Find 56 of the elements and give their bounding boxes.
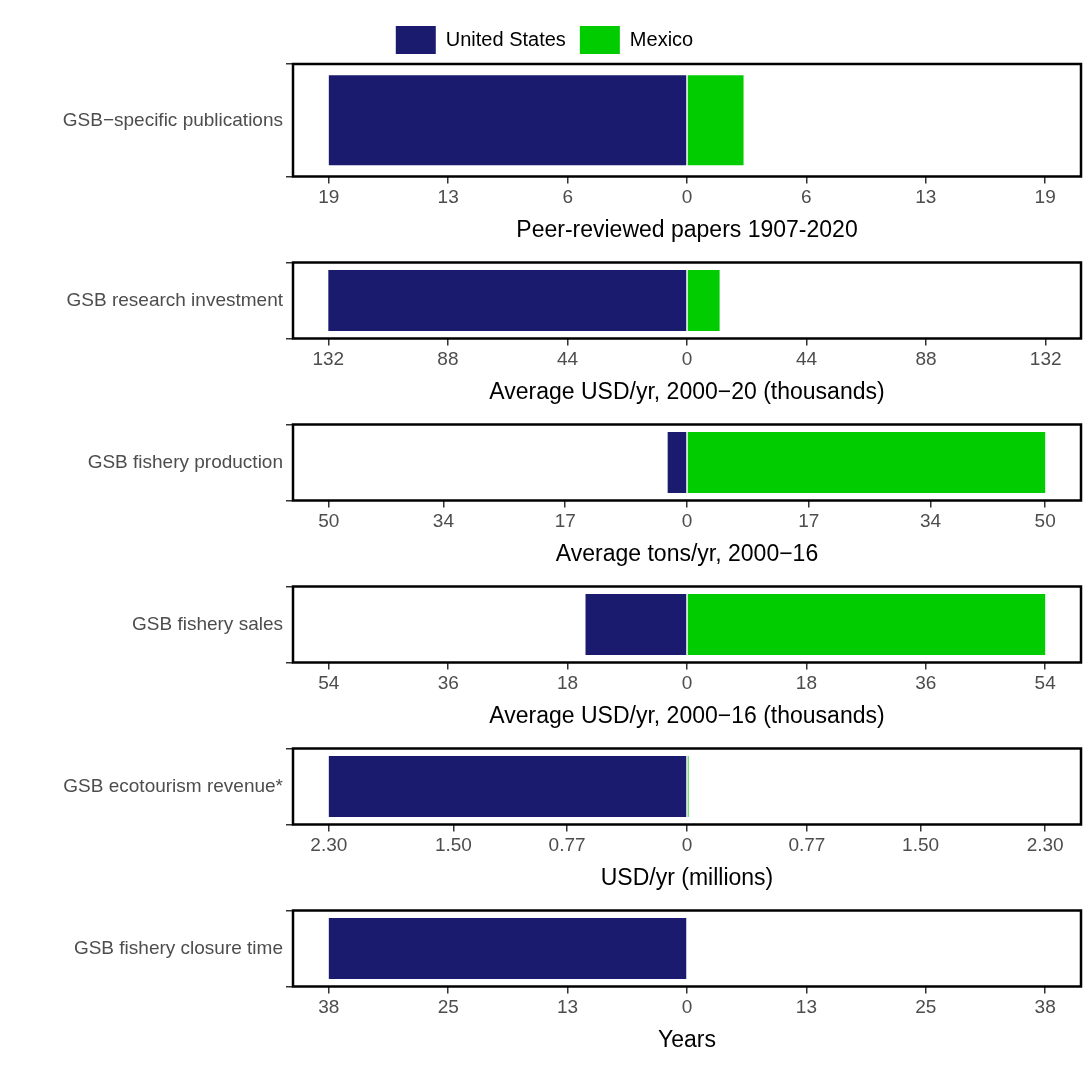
x-tick-label: 19 (1034, 186, 1056, 208)
x-tick-label: 2.30 (1026, 834, 1064, 856)
x-tick-label: 13 (915, 186, 937, 208)
x-tick-label: 25 (915, 996, 937, 1018)
x-tick-label: 0 (681, 834, 693, 856)
x-tick-label: 54 (1034, 672, 1057, 694)
x-tick-label: 132 (1029, 348, 1062, 370)
x-tick-label: 88 (915, 348, 937, 370)
x-tick-label: 25 (437, 996, 459, 1018)
x-tick-label: 50 (318, 510, 340, 532)
x-tick-label: 17 (798, 510, 820, 532)
x-tick-label: 34 (432, 510, 455, 532)
x-tick-label: 13 (437, 186, 459, 208)
x-tick-label: 1.50 (902, 834, 940, 856)
x-tick-label: 1.50 (434, 834, 472, 856)
legend-label: Mexico (629, 27, 694, 50)
x-tick-label: 88 (437, 348, 459, 370)
y-tick-label: GSB fishery sales (132, 612, 283, 634)
x-tick-label: 13 (795, 996, 817, 1018)
x-tick-label: 36 (437, 672, 459, 694)
x-tick-label: 54 (318, 672, 340, 694)
x-tick-label: 13 (557, 996, 579, 1018)
y-tick-label: GSB ecotourism revenue* (63, 774, 284, 796)
x-tick-label: 38 (1034, 996, 1056, 1018)
y-tick-label: GSB fishery closure time (73, 936, 283, 958)
x-tick-label: 38 (318, 996, 340, 1018)
x-tick-label: 0 (681, 672, 693, 694)
x-tick-label: 0 (681, 348, 693, 370)
x-tick-label: 132 (312, 348, 345, 370)
x-tick-label: 19 (318, 186, 340, 208)
x-tick-label: 0 (681, 510, 693, 532)
x-tick-label: 6 (801, 186, 812, 208)
x-tick-label: 0.77 (788, 834, 826, 856)
x-tick-label: 6 (562, 186, 573, 208)
x-tick-label: 50 (1034, 510, 1056, 532)
y-tick-label: GSB fishery production (87, 450, 283, 472)
x-tick-label: 36 (915, 672, 937, 694)
x-tick-label: 44 (795, 348, 818, 370)
x-axis-title: Years (658, 1025, 716, 1052)
legend-label: United States (445, 27, 566, 50)
x-axis-title: Peer-reviewed papers 1907-2020 (516, 215, 858, 242)
x-tick-label: 17 (554, 510, 576, 532)
x-tick-label: 2.30 (310, 834, 348, 856)
x-axis-title: Average USD/yr, 2000−16 (thousands) (489, 701, 885, 728)
x-tick-label: 34 (919, 510, 942, 532)
x-axis-title: Average USD/yr, 2000−20 (thousands) (489, 377, 885, 404)
x-tick-label: 18 (557, 672, 579, 694)
x-tick-label: 0 (681, 186, 693, 208)
y-tick-label: GSB−specific publications (62, 108, 283, 130)
x-tick-label: 18 (795, 672, 817, 694)
x-tick-label: 0.77 (548, 834, 586, 856)
x-axis-title: Average tons/yr, 2000−16 (555, 539, 819, 566)
x-tick-label: 44 (556, 348, 579, 370)
y-tick-label: GSB research investment (66, 288, 284, 310)
x-tick-label: 0 (681, 996, 693, 1018)
x-axis-title: USD/yr (millions) (600, 863, 774, 890)
